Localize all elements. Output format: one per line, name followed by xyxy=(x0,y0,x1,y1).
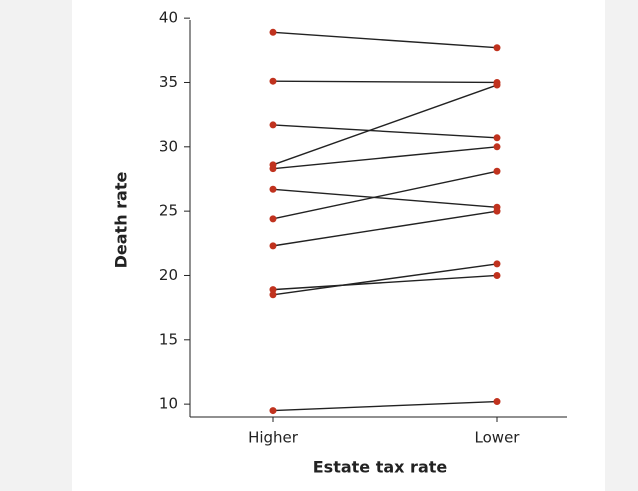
point xyxy=(493,134,501,142)
y-tick-label: 30 xyxy=(159,137,178,155)
point xyxy=(493,260,501,268)
point xyxy=(269,28,277,36)
slope-line xyxy=(272,31,498,49)
point xyxy=(269,407,277,415)
y-tick-label: 40 xyxy=(159,9,178,27)
point xyxy=(493,81,501,89)
slope-line xyxy=(272,188,498,208)
point xyxy=(493,44,501,52)
y-tick-label: 25 xyxy=(159,202,178,220)
point xyxy=(269,242,277,250)
slope-line xyxy=(272,274,498,291)
slope-line xyxy=(272,124,498,139)
slope-line xyxy=(272,84,498,166)
slope-line xyxy=(272,170,498,220)
point xyxy=(493,207,501,215)
x-tick-label: Lower xyxy=(475,429,521,447)
y-tick-label: 35 xyxy=(159,73,178,91)
slope-line xyxy=(272,80,498,84)
slope-line xyxy=(272,210,498,247)
point xyxy=(493,167,501,175)
point xyxy=(269,291,277,299)
slope-line xyxy=(272,146,498,170)
point xyxy=(493,271,501,279)
side-panel xyxy=(605,0,638,491)
point xyxy=(493,398,501,406)
point xyxy=(269,165,277,173)
y-tick-label: 20 xyxy=(159,266,178,284)
x-tick-label: Higher xyxy=(248,429,299,447)
y-tick-label: 15 xyxy=(159,330,178,348)
point xyxy=(269,185,277,193)
point xyxy=(269,121,277,129)
point xyxy=(269,77,277,85)
y-tick-label: 10 xyxy=(159,395,178,413)
slope-line xyxy=(272,263,498,296)
y-axis-title: Death rate xyxy=(112,171,131,268)
side-panel xyxy=(0,0,72,491)
point xyxy=(493,143,501,151)
x-axis-title: Estate tax rate xyxy=(313,458,448,477)
point xyxy=(269,286,277,294)
slope-line xyxy=(272,400,498,412)
point xyxy=(269,215,277,223)
